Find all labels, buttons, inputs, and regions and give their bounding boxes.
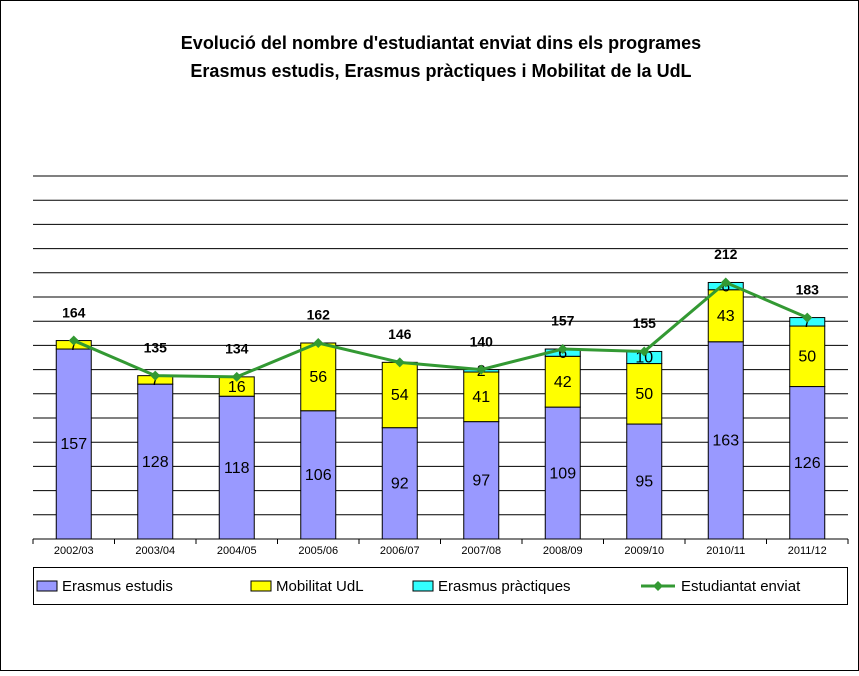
bar-segment [463,371,500,423]
legend-label: Erasmus pràctiques [438,578,571,595]
data-label: 10 [635,350,653,367]
bar-segment [707,289,744,343]
data-label: 109 [549,465,576,482]
line-marker [639,346,650,357]
data-label: 118 [224,460,250,477]
bar-segment [300,342,337,412]
legend-label: Mobilitat UdL [276,578,364,595]
data-label: 7 [69,337,78,354]
data-label: 50 [798,349,816,366]
total-label: 146 [388,326,412,342]
x-tick-label: 2009/10 [624,545,664,557]
bar-segment [789,386,826,540]
total-label: 155 [633,315,657,331]
line-marker [476,364,487,375]
total-label: 162 [307,307,331,323]
total-label: 157 [551,313,575,329]
data-label: 97 [472,473,490,490]
line-marker [802,312,813,323]
legend-label: Erasmus estudis [62,578,173,595]
total-label: 140 [470,333,494,349]
total-label: 134 [225,341,249,357]
x-tick-label: 2002/03 [54,545,94,557]
data-label: 7 [803,314,812,331]
x-tick-label: 2007/08 [461,545,501,557]
bar-segment [55,348,92,540]
data-label: 41 [472,389,490,406]
legend-box [33,567,848,605]
data-label: 157 [60,436,87,453]
bar-segment [137,383,174,540]
data-label: 106 [305,467,332,484]
data-label: 95 [635,474,653,491]
total-label: 212 [714,246,738,262]
line-marker [720,277,731,288]
line-marker [231,371,242,382]
bar-segment [463,421,500,540]
data-label: 128 [142,454,169,471]
chart-title: Evolució del nombre d'estudiantat enviat… [181,33,701,53]
data-label: 16 [228,379,246,396]
bar-segment [381,427,418,540]
total-label: 183 [796,281,820,297]
legend-label: Estudiantat enviat [681,578,801,595]
x-tick-label: 2008/09 [543,545,583,557]
line-marker [68,335,79,346]
total-label: 164 [62,304,86,320]
chart-title: Erasmus estudis, Erasmus pràctiques i Mo… [190,61,691,81]
line-marker [557,344,568,355]
x-tick-label: 2011/12 [788,545,827,557]
data-label: 50 [635,386,653,403]
bar-segment [544,406,581,540]
x-tick-label: 2006/07 [380,545,420,557]
bar-segment [218,395,255,540]
data-label: 126 [794,455,821,472]
x-tick-label: 2010/11 [706,545,745,557]
data-label: 92 [391,476,409,493]
bar-segment [300,410,337,540]
data-label: 56 [309,369,327,386]
legend-swatch [250,580,272,592]
total-line [73,280,808,379]
line-marker [150,370,161,381]
data-label: 42 [554,374,572,391]
data-label: 7 [151,372,160,389]
bar-segment [381,361,418,429]
x-tick-label: 2004/05 [217,545,257,557]
legend-swatch [36,580,58,592]
data-label: 54 [391,387,409,404]
x-tick-label: 2005/06 [298,545,338,557]
x-tick-label: 2003/04 [135,545,175,557]
total-label: 135 [144,339,168,355]
line-marker [313,337,324,348]
data-label: 43 [717,308,735,325]
legend-swatch [412,580,434,592]
data-label: 163 [712,433,739,450]
line-marker [394,357,405,368]
legend-swatch [653,581,663,591]
bar-segment [789,325,826,388]
